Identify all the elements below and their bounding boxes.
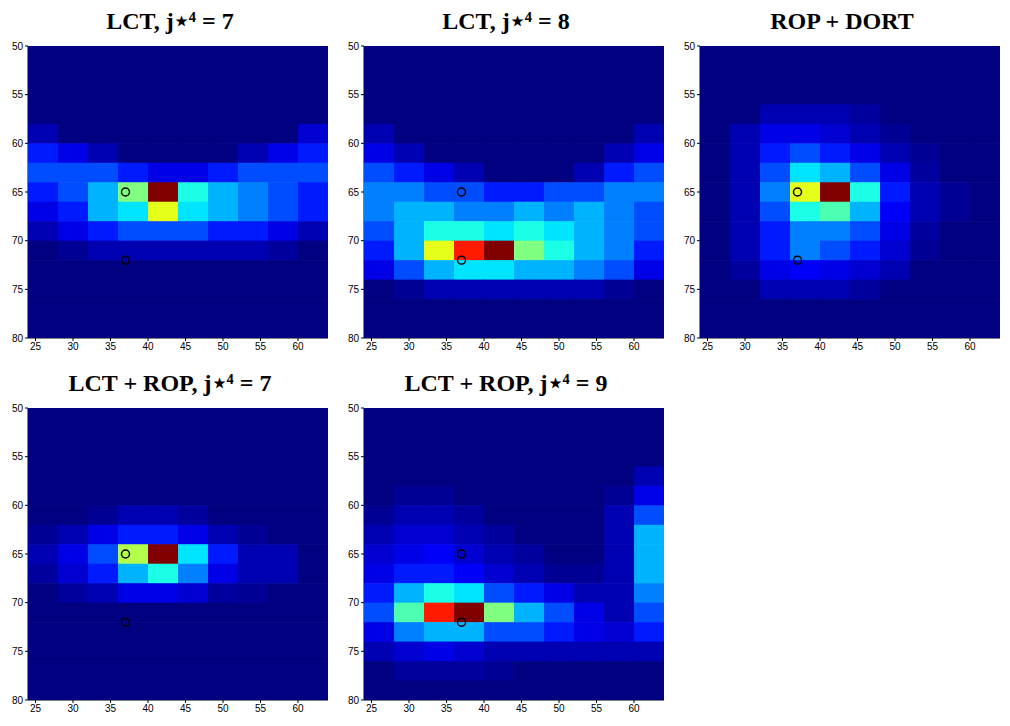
- svg-text:55: 55: [255, 341, 267, 352]
- svg-text:25: 25: [30, 703, 42, 714]
- svg-text:45: 45: [516, 341, 528, 352]
- svg-text:50: 50: [12, 41, 24, 52]
- svg-text:60: 60: [348, 138, 360, 149]
- svg-text:50: 50: [553, 341, 565, 352]
- svg-text:60: 60: [292, 703, 304, 714]
- html-text:LCT + ROP, j⋆⁴ = 7: LCT + ROP, j⋆⁴ = 7: [68, 370, 272, 396]
- svg-text:40: 40: [142, 341, 154, 352]
- svg-text:40: 40: [814, 341, 826, 352]
- svg-text:80: 80: [12, 695, 24, 706]
- svg-text:50: 50: [553, 703, 565, 714]
- svg-text:60: 60: [348, 500, 360, 511]
- svg-text:75: 75: [684, 284, 696, 295]
- svg-text:70: 70: [348, 597, 360, 608]
- svg-text:80: 80: [684, 333, 696, 344]
- svg-text:50: 50: [684, 41, 696, 52]
- svg-text:55: 55: [591, 703, 603, 714]
- svg-text:60: 60: [292, 341, 304, 352]
- svg-text:30: 30: [403, 341, 415, 352]
- svg-text:65: 65: [12, 549, 24, 560]
- svg-text:40: 40: [142, 703, 154, 714]
- svg-text:75: 75: [12, 646, 24, 657]
- svg-text:50: 50: [348, 41, 360, 52]
- svg-text:60: 60: [964, 341, 976, 352]
- svg-text:25: 25: [366, 341, 378, 352]
- svg-text:60: 60: [628, 341, 640, 352]
- svg-text:60: 60: [628, 703, 640, 714]
- svg-text:55: 55: [591, 341, 603, 352]
- svg-text:35: 35: [777, 341, 789, 352]
- svg-text:40: 40: [478, 703, 490, 714]
- svg-text:60: 60: [12, 138, 24, 149]
- svg-text:35: 35: [105, 703, 117, 714]
- svg-text:65: 65: [348, 549, 360, 560]
- svg-text:35: 35: [441, 341, 453, 352]
- svg-text:55: 55: [348, 451, 360, 462]
- svg-text:70: 70: [684, 235, 696, 246]
- svg-text:30: 30: [403, 703, 415, 714]
- svg-text:45: 45: [180, 703, 192, 714]
- svg-text:65: 65: [348, 187, 360, 198]
- svg-text:50: 50: [217, 341, 229, 352]
- svg-text:55: 55: [348, 89, 360, 100]
- svg-text:25: 25: [366, 703, 378, 714]
- svg-text:55: 55: [12, 89, 24, 100]
- svg-text:80: 80: [12, 333, 24, 344]
- svg-text:30: 30: [739, 341, 751, 352]
- svg-text:75: 75: [348, 284, 360, 295]
- svg-text:35: 35: [441, 703, 453, 714]
- html-text:ROP + DORT: ROP + DORT: [770, 8, 914, 34]
- svg-text:55: 55: [255, 703, 267, 714]
- svg-text:80: 80: [348, 695, 360, 706]
- svg-text:60: 60: [684, 138, 696, 149]
- svg-text:70: 70: [348, 235, 360, 246]
- svg-text:30: 30: [67, 703, 79, 714]
- svg-text:45: 45: [516, 703, 528, 714]
- html-text:LCT, j⋆⁴ = 7: LCT, j⋆⁴ = 7: [106, 8, 234, 34]
- svg-text:40: 40: [478, 341, 490, 352]
- html-text:LCT + ROP, j⋆⁴ = 9: LCT + ROP, j⋆⁴ = 9: [404, 370, 608, 396]
- svg-text:30: 30: [67, 341, 79, 352]
- svg-text:80: 80: [348, 333, 360, 344]
- svg-text:65: 65: [684, 187, 696, 198]
- svg-text:45: 45: [180, 341, 192, 352]
- svg-text:60: 60: [12, 500, 24, 511]
- svg-text:35: 35: [105, 341, 117, 352]
- svg-text:50: 50: [348, 403, 360, 414]
- svg-text:55: 55: [12, 451, 24, 462]
- svg-text:50: 50: [889, 341, 901, 352]
- html-text:LCT, j⋆⁴ = 8: LCT, j⋆⁴ = 8: [442, 8, 570, 34]
- svg-text:75: 75: [348, 646, 360, 657]
- svg-text:75: 75: [12, 284, 24, 295]
- svg-text:50: 50: [12, 403, 24, 414]
- svg-text:55: 55: [684, 89, 696, 100]
- svg-text:50: 50: [217, 703, 229, 714]
- svg-text:25: 25: [30, 341, 42, 352]
- svg-text:65: 65: [12, 187, 24, 198]
- svg-text:70: 70: [12, 235, 24, 246]
- svg-text:55: 55: [927, 341, 939, 352]
- svg-text:25: 25: [702, 341, 714, 352]
- svg-text:45: 45: [852, 341, 864, 352]
- svg-text:70: 70: [12, 597, 24, 608]
